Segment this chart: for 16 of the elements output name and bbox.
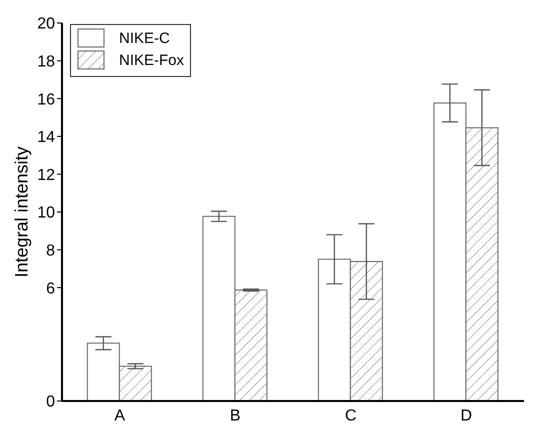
y-tick-label: 6 <box>46 280 56 298</box>
y-tick-label: 0 <box>46 394 56 411</box>
y-tick-label: 16 <box>37 91 56 108</box>
x-tick-label: A <box>114 407 126 424</box>
x-tick-label: B <box>230 407 241 424</box>
y-axis-title: Integral intensity <box>11 146 32 278</box>
y-tick-label: 20 <box>37 16 56 33</box>
y-tick-label: 8 <box>46 242 56 260</box>
y-tick-label: 18 <box>37 53 56 70</box>
x-tick-label: C <box>344 407 357 424</box>
legend-label: NIKE-C <box>119 30 170 46</box>
y-tick-label: 14 <box>37 129 56 146</box>
x-tick-label: D <box>460 407 472 424</box>
legend-label: NIKE-Fox <box>119 52 184 68</box>
y-tick-label: 10 <box>37 204 56 222</box>
y-tick-label: 12 <box>37 166 56 184</box>
